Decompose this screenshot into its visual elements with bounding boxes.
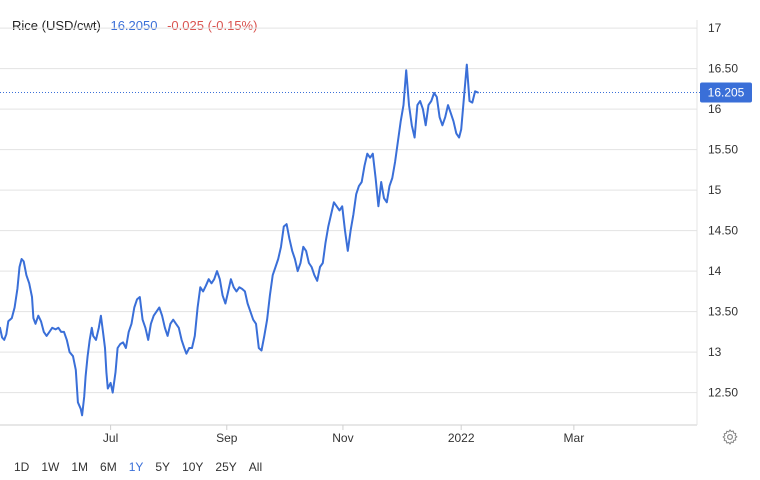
y-tick-label: 14 — [708, 264, 722, 278]
y-tick-label: 17 — [708, 21, 722, 35]
chart-header: Rice (USD/cwt) 16.2050 -0.025 (-0.15%) — [12, 18, 257, 33]
price-chart[interactable]: 12.50 13 13.50 14 14.50 15 15.50 16 16.50 17 Jul S… — [0, 0, 760, 450]
range-10y-button[interactable]: 10Y — [176, 458, 209, 476]
range-1w-button[interactable]: 1W — [35, 458, 65, 476]
range-selector: 1D 1W 1M 6M 1Y 5Y 10Y 25Y All — [8, 458, 268, 476]
x-tick-label: 2022 — [448, 431, 475, 445]
grid-layer — [0, 20, 698, 426]
y-tick-label: 13 — [708, 345, 722, 359]
y-tick-label: 12.50 — [708, 386, 738, 400]
range-25y-button[interactable]: 25Y — [209, 458, 242, 476]
instrument-title: Rice (USD/cwt) — [12, 18, 101, 33]
y-tick-label: 13.50 — [708, 305, 738, 319]
y-tick-label: 16 — [708, 102, 722, 116]
price-change: -0.025 (-0.15%) — [167, 18, 258, 33]
price-line[interactable] — [0, 63, 479, 417]
range-1m-button[interactable]: 1M — [65, 458, 94, 476]
y-tick-label: 14.50 — [708, 224, 738, 238]
range-1y-button[interactable]: 1Y — [123, 458, 150, 476]
range-all-button[interactable]: All — [243, 458, 268, 476]
x-tick-label: Jul — [103, 431, 118, 445]
range-5y-button[interactable]: 5Y — [149, 458, 176, 476]
range-6m-button[interactable]: 6M — [94, 458, 123, 476]
y-tick-label: 16.50 — [708, 62, 738, 76]
x-axis: Jul Sep Nov 2022 Mar — [103, 425, 584, 445]
x-tick-label: Nov — [332, 431, 353, 445]
y-tick-label: 15.50 — [708, 143, 738, 157]
y-axis: 12.50 13 13.50 14 14.50 15 15.50 16 16.50 17 — [708, 21, 738, 400]
current-value-label: 16.205 — [708, 85, 745, 99]
range-1d-button[interactable]: 1D — [8, 458, 35, 476]
current-price: 16.2050 — [110, 18, 158, 33]
gear-icon[interactable] — [721, 428, 739, 446]
x-tick-label: Sep — [216, 431, 238, 445]
x-tick-label: Mar — [564, 431, 585, 445]
current-value-badge — [700, 82, 752, 103]
y-tick-label: 15 — [708, 183, 722, 197]
